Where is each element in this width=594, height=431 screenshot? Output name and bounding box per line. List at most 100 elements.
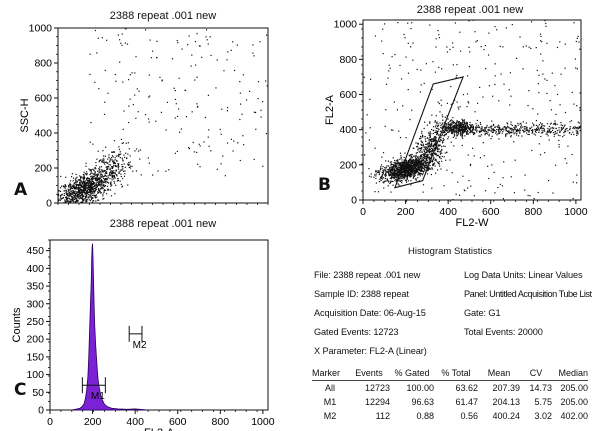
scatter-point — [522, 126, 524, 128]
scatter-point — [91, 192, 93, 194]
scatter-point — [444, 134, 446, 136]
scatter-point — [436, 148, 438, 150]
scatter-point — [426, 151, 428, 154]
scatter-point — [419, 173, 421, 175]
scatter-point — [456, 124, 458, 126]
scatter-point — [116, 159, 118, 162]
scatter-point — [79, 194, 82, 197]
scatter-point — [80, 188, 83, 191]
scatter-point — [87, 191, 89, 193]
scatter-point — [430, 145, 432, 147]
scatter-point — [378, 172, 381, 174]
scatter-point — [498, 127, 501, 130]
scatter-point — [406, 166, 408, 168]
scatter-point — [413, 159, 415, 161]
scatter-point — [68, 184, 70, 186]
scatter-point — [498, 138, 500, 140]
scatter-point — [73, 182, 76, 184]
scatter-point — [433, 129, 435, 131]
scatter-point — [476, 102, 479, 104]
stats-panel: Panel: Untitled Acquisition Tube List — [464, 289, 592, 299]
scatter-point — [466, 131, 468, 133]
scatter-point — [101, 174, 103, 176]
scatter-point — [194, 40, 197, 43]
scatter-point — [89, 195, 91, 197]
scatter-point — [416, 167, 418, 169]
scatter-point — [240, 103, 242, 105]
scatter-point — [389, 171, 392, 173]
scatter-point — [86, 194, 88, 196]
scatter-point — [395, 165, 398, 167]
scatter-point — [122, 160, 124, 162]
scatter-point — [87, 189, 89, 191]
scatter-point — [471, 126, 473, 128]
scatter-point — [457, 122, 459, 124]
x-tick-label: 600 — [169, 416, 187, 428]
scatter-point — [484, 131, 486, 133]
scatter-point — [389, 182, 391, 185]
scatter-point — [129, 165, 132, 167]
scatter-point — [506, 122, 508, 124]
scatter-point — [418, 165, 421, 167]
scatter-point — [554, 122, 556, 124]
scatter-point — [579, 127, 582, 129]
scatter-point — [232, 150, 234, 152]
scatter-point — [84, 200, 86, 202]
scatter-point — [391, 163, 393, 166]
scatter-point — [550, 109, 553, 111]
scatter-point — [431, 149, 433, 152]
scatter-point — [104, 146, 107, 148]
scatter-point — [546, 42, 548, 44]
scatter-point — [417, 143, 420, 145]
scatter-point — [416, 156, 418, 158]
scatter-point — [96, 179, 99, 182]
scatter-point — [395, 178, 397, 181]
scatter-point — [460, 129, 463, 131]
scatter-point — [496, 128, 498, 131]
scatter-point — [437, 127, 439, 130]
scatter-point — [457, 129, 459, 131]
scatter-point — [455, 127, 458, 129]
scatter-point — [88, 180, 90, 182]
scatter-point — [118, 146, 120, 148]
scatter-point — [452, 136, 454, 138]
scatter-point — [83, 175, 85, 178]
scatter-point — [456, 135, 458, 137]
scatter-point — [91, 197, 94, 199]
scatter-point — [129, 155, 131, 157]
scatter-point — [543, 128, 546, 130]
scatter-point — [465, 123, 467, 125]
scatter-point — [414, 173, 416, 175]
scatter-point — [110, 181, 112, 183]
scatter-point — [571, 153, 573, 156]
scatter-point — [410, 166, 412, 168]
scatter-point — [551, 127, 553, 129]
scatter-point — [60, 185, 63, 187]
scatter-point — [76, 200, 78, 203]
scatter-point — [447, 123, 449, 125]
scatter-point — [559, 131, 561, 133]
scatter-point — [467, 187, 469, 189]
scatter-point — [83, 178, 85, 180]
scatter-point — [94, 188, 96, 190]
scatter-point — [517, 124, 519, 126]
scatter-point — [471, 131, 473, 134]
scatter-point — [382, 28, 384, 30]
scatter-point — [526, 127, 528, 129]
scatter-point — [76, 192, 78, 194]
scatter-point — [429, 133, 431, 135]
scatter-point — [64, 187, 66, 189]
scatter-point — [442, 139, 445, 141]
scatter-point — [391, 175, 393, 178]
scatter-point — [515, 125, 517, 128]
table-row: M1 12294 96.63 61.47 204.13 5.75 205.00 — [312, 395, 588, 409]
scatter-point — [403, 172, 406, 175]
scatter-point — [485, 130, 487, 133]
scatter-point — [402, 161, 404, 164]
scatter-point — [499, 131, 501, 133]
scatter-point — [199, 166, 201, 168]
scatter-point — [463, 122, 466, 125]
scatter-point — [416, 163, 419, 165]
scatter-point — [113, 175, 115, 177]
scatter-point — [208, 129, 210, 131]
